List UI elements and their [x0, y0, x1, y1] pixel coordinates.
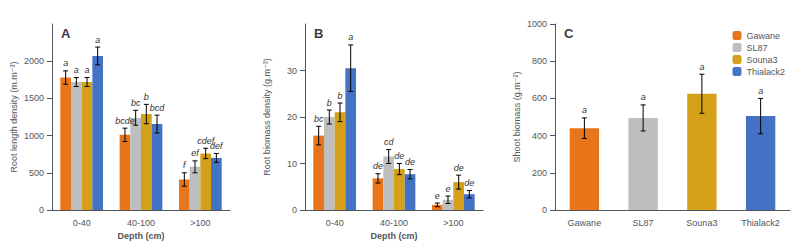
svg-text:600: 600	[532, 93, 547, 103]
svg-text:bcde: bcde	[115, 116, 135, 126]
svg-text:B: B	[314, 26, 323, 41]
svg-text:e: e	[435, 191, 440, 201]
svg-text:10: 10	[287, 159, 297, 169]
svg-text:ef: ef	[191, 148, 200, 158]
svg-text:1500: 1500	[24, 93, 44, 103]
svg-text:Gawane: Gawane	[568, 218, 602, 228]
svg-text:A: A	[61, 26, 71, 41]
svg-text:e: e	[445, 184, 450, 194]
svg-text:de: de	[464, 178, 474, 188]
svg-text:bcd: bcd	[150, 103, 166, 113]
svg-text:0-40: 0-40	[326, 218, 344, 228]
svg-text:a: a	[63, 58, 68, 68]
svg-text:0-40: 0-40	[73, 218, 91, 228]
svg-text:400: 400	[532, 131, 547, 141]
svg-text:SL87: SL87	[633, 218, 654, 228]
svg-text:0: 0	[542, 205, 547, 215]
svg-text:Root length density (m.m⁻³): Root length density (m.m⁻³)	[9, 62, 19, 173]
svg-text:bc: bc	[314, 114, 324, 124]
svg-text:500: 500	[29, 168, 44, 178]
svg-text:>100: >100	[443, 218, 463, 228]
svg-text:a: a	[641, 92, 646, 102]
svg-text:b: b	[144, 92, 149, 102]
svg-text:f: f	[183, 160, 187, 170]
svg-text:Shoot biomass (g.m⁻²): Shoot biomass (g.m⁻²)	[512, 72, 522, 163]
svg-text:b: b	[327, 98, 332, 108]
svg-text:20: 20	[287, 112, 297, 122]
svg-text:800: 800	[532, 56, 547, 66]
svg-text:1000: 1000	[527, 19, 547, 29]
svg-text:def: def	[210, 141, 224, 151]
svg-text:Gawane: Gawane	[746, 31, 780, 41]
svg-text:a: a	[758, 86, 763, 96]
svg-text:b: b	[337, 91, 342, 101]
svg-text:a: a	[348, 32, 353, 42]
svg-text:Thialack2: Thialack2	[741, 218, 780, 228]
svg-text:de: de	[405, 157, 415, 167]
svg-text:de: de	[394, 151, 404, 161]
svg-text:Thialack2: Thialack2	[746, 67, 785, 77]
svg-text:C: C	[564, 26, 574, 41]
svg-text:bc: bc	[131, 98, 141, 108]
svg-text:>100: >100	[190, 218, 210, 228]
svg-text:cd: cd	[384, 137, 395, 147]
svg-text:cdef: cdef	[197, 135, 215, 146]
svg-text:de: de	[454, 163, 464, 173]
svg-text:200: 200	[532, 168, 547, 178]
svg-text:a: a	[582, 105, 587, 115]
svg-text:0: 0	[292, 205, 297, 215]
svg-text:30: 30	[287, 66, 297, 76]
svg-text:a: a	[74, 65, 79, 75]
svg-text:Souna3: Souna3	[746, 55, 777, 65]
svg-text:SL87: SL87	[746, 43, 767, 53]
svg-text:0: 0	[39, 205, 44, 215]
svg-text:a: a	[95, 35, 100, 45]
svg-text:Depth (cm): Depth (cm)	[371, 231, 418, 241]
svg-text:Depth (cm): Depth (cm)	[118, 231, 165, 241]
svg-text:40-100: 40-100	[127, 218, 155, 228]
svg-text:a: a	[84, 65, 89, 75]
svg-text:40-100: 40-100	[380, 218, 408, 228]
svg-text:de: de	[373, 161, 383, 171]
svg-text:1000: 1000	[24, 131, 44, 141]
svg-text:Souna3: Souna3	[686, 218, 717, 228]
svg-text:2000: 2000	[24, 56, 44, 66]
svg-text:Root biomass density (g.m⁻³): Root biomass density (g.m⁻³)	[262, 58, 272, 175]
svg-text:a: a	[699, 62, 704, 72]
